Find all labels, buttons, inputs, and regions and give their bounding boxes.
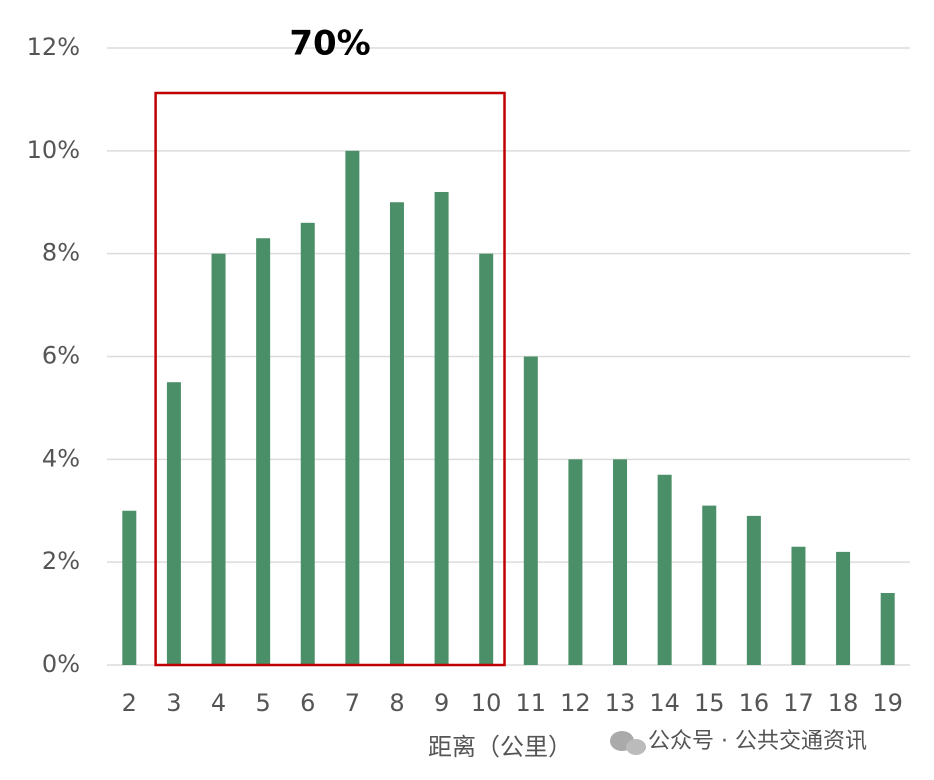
x-tick-label: 16 (739, 689, 770, 717)
bar (613, 459, 628, 665)
x-tick-label: 11 (516, 689, 547, 717)
x-tick-label: 19 (872, 689, 903, 717)
x-tick-label: 3 (166, 689, 181, 717)
y-tick-label: 0% (42, 650, 80, 678)
x-tick-label: 8 (389, 689, 404, 717)
watermark-icon (610, 731, 646, 755)
bar (345, 150, 360, 666)
x-tick-label: 12 (560, 689, 591, 717)
y-tick-label: 2% (42, 547, 80, 575)
x-tick-label: 15 (694, 689, 725, 717)
bar (211, 253, 226, 665)
x-tick-label: 13 (605, 689, 636, 717)
x-tick-label: 14 (649, 689, 680, 717)
x-tick-label: 7 (345, 689, 360, 717)
bar (880, 593, 895, 665)
x-axis-label: 距离（公里） (428, 733, 572, 761)
bar (746, 515, 761, 665)
bar (434, 191, 449, 665)
bar (256, 238, 271, 665)
x-tick-label: 18 (828, 689, 859, 717)
y-tick-label: 12% (27, 33, 80, 61)
bar (568, 459, 583, 665)
x-tick-label: 6 (300, 689, 315, 717)
bar (300, 222, 315, 666)
x-tick-label: 10 (471, 689, 502, 717)
bar (702, 505, 717, 665)
y-tick-label: 6% (42, 342, 80, 370)
bar (791, 546, 806, 665)
watermark: 公众号 · 公共交通资讯 (648, 729, 867, 754)
x-tick-label: 4 (211, 689, 226, 717)
x-tick-label: 17 (783, 689, 814, 717)
y-tick-label: 4% (42, 444, 80, 472)
bar (166, 382, 181, 665)
bar (479, 253, 494, 665)
y-tick-label: 10% (27, 136, 80, 164)
bar (389, 202, 404, 665)
x-tick-label: 2 (122, 689, 137, 717)
y-tick-label: 8% (42, 239, 80, 267)
bar (523, 356, 538, 665)
highlight-label: 70% (289, 24, 370, 64)
x-tick-label: 9 (434, 689, 449, 717)
bar (657, 474, 672, 665)
highlight-box (154, 91, 506, 667)
bar (122, 510, 137, 665)
bar (836, 551, 851, 665)
x-tick-label: 5 (255, 689, 270, 717)
